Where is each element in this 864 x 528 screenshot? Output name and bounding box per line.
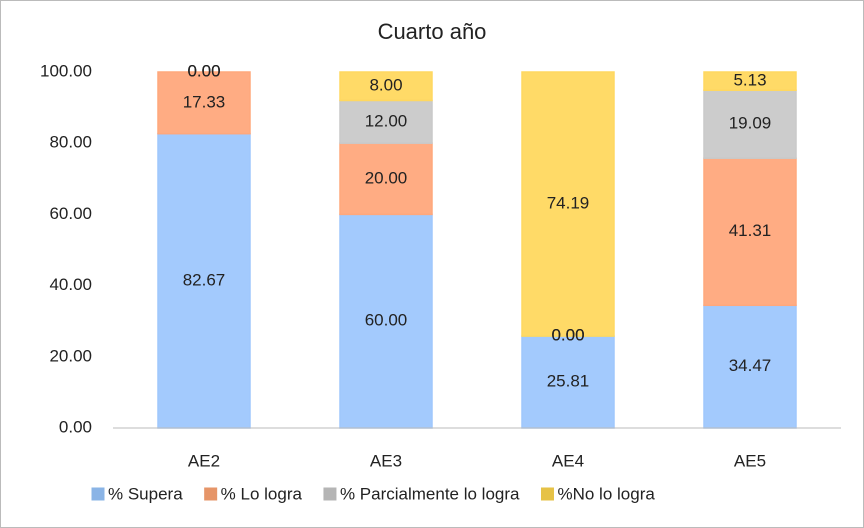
bar-segment xyxy=(339,71,433,102)
y-tick-label: 0.00 xyxy=(59,417,92,436)
bar-segment xyxy=(703,89,797,159)
data-label: 0.00 xyxy=(551,326,584,345)
x-tick-label: AE3 xyxy=(370,451,402,470)
data-label: 8.00 xyxy=(369,76,402,95)
y-tick-label: 60.00 xyxy=(49,204,92,223)
bar-segment xyxy=(703,71,797,92)
legend-swatch xyxy=(323,487,337,501)
data-label: 19.09 xyxy=(729,114,772,133)
bar-segment xyxy=(521,71,615,337)
y-tick-label: 100.00 xyxy=(40,61,92,80)
bar-segment xyxy=(157,132,251,429)
data-label: 34.47 xyxy=(729,356,772,375)
legend-swatch xyxy=(540,487,554,501)
legend-label: %No lo logra xyxy=(557,484,655,503)
legend-label: % Parcialmente lo logra xyxy=(340,484,520,503)
x-tick-label: AE5 xyxy=(734,451,766,470)
y-tick-label: 40.00 xyxy=(49,275,92,294)
data-label: 5.13 xyxy=(733,71,766,90)
data-label: 0.00 xyxy=(187,61,220,80)
legend-swatch xyxy=(204,487,218,501)
data-label: 60.00 xyxy=(365,311,408,330)
bar-segment xyxy=(339,213,433,429)
data-label: 41.31 xyxy=(729,221,772,240)
data-label: 20.00 xyxy=(365,168,408,187)
legend-swatch xyxy=(91,487,105,501)
x-tick-label: AE4 xyxy=(552,451,584,470)
legend-label: % Supera xyxy=(108,484,183,503)
data-label: 17.33 xyxy=(183,92,226,111)
bar-segment xyxy=(703,304,797,429)
bar-segment xyxy=(521,335,615,429)
data-label: 0.00 xyxy=(187,61,220,80)
bar-segment xyxy=(157,71,251,135)
bar-segment xyxy=(339,99,433,144)
chart-title: Cuarto año xyxy=(378,19,487,44)
data-label: 25.81 xyxy=(547,372,590,391)
y-tick-label: 80.00 xyxy=(49,133,92,152)
data-label: 0.00 xyxy=(551,326,584,345)
y-tick-label: 20.00 xyxy=(49,346,92,365)
legend-label: % Lo logra xyxy=(221,484,303,503)
data-label: 12.00 xyxy=(365,111,408,130)
data-label: 74.19 xyxy=(547,194,590,213)
data-label: 82.67 xyxy=(183,270,226,289)
x-tick-label: AE2 xyxy=(188,451,220,470)
